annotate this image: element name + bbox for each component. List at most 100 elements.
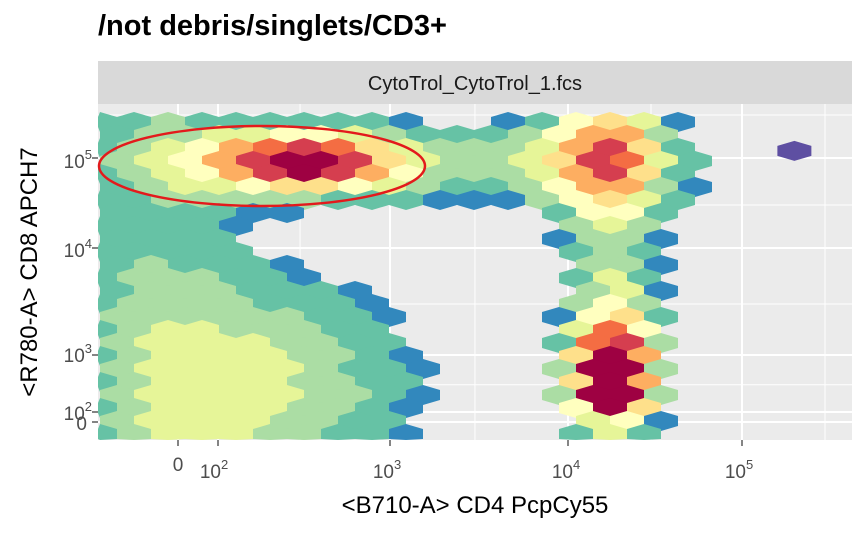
y-tick-label-0: 0 (76, 414, 87, 435)
hex-bin (508, 177, 542, 197)
hex-bin (219, 242, 253, 262)
hex-bin (542, 359, 576, 379)
hex-bin (525, 164, 559, 184)
hex-bin (287, 372, 321, 392)
hex-bin (627, 320, 661, 340)
hex-bin (202, 203, 236, 223)
hex-bin (185, 164, 219, 184)
hex-bin (168, 385, 202, 405)
hex-bin (610, 333, 644, 353)
hex-bin (338, 307, 372, 327)
hex-bin (389, 190, 423, 210)
hex-bin (270, 203, 304, 223)
hex-bin (542, 151, 576, 171)
hex-bins (98, 112, 812, 440)
hex-bin (100, 151, 134, 171)
hex-bin (525, 112, 559, 132)
hex-bin (202, 385, 236, 405)
hex-bin (236, 333, 270, 353)
hex-bin (389, 346, 423, 366)
hex-bin (168, 177, 202, 197)
hex-bin (338, 333, 372, 353)
hex-bin (559, 190, 593, 210)
hex-bin (661, 164, 695, 184)
hex-bin (134, 333, 168, 353)
hex-bin (134, 255, 168, 275)
hex-bin (98, 424, 117, 440)
hex-bin (508, 151, 542, 171)
hex-bin (219, 424, 253, 440)
hex-bin (219, 320, 253, 340)
hex-bin (440, 125, 474, 145)
hex-bin (151, 112, 185, 132)
hex-bin (134, 359, 168, 379)
hex-bin (321, 138, 355, 158)
hex-bin (423, 164, 457, 184)
hex-bin (219, 398, 253, 418)
y-axis-title: <R780-A> CD8 APCH7 (16, 147, 43, 396)
hex-bin (576, 281, 610, 301)
hex-bin (134, 229, 168, 249)
hex-bin (253, 268, 287, 288)
hex-bin (491, 112, 525, 132)
hex-bin (202, 151, 236, 171)
hex-bin (593, 346, 627, 366)
hex-bin (542, 125, 576, 145)
hex-bin (202, 229, 236, 249)
hex-bin (559, 320, 593, 340)
hex-bin (236, 385, 270, 405)
hex-bin (100, 229, 134, 249)
hex-bin (389, 372, 423, 392)
hex-bin (117, 242, 151, 262)
hex-bin (627, 112, 661, 132)
hex-bin (117, 268, 151, 288)
hex-bin (253, 164, 287, 184)
hex-bin (202, 255, 236, 275)
hex-bin (185, 372, 219, 392)
hex-bin (185, 346, 219, 366)
hex-bin (304, 385, 338, 405)
hex-bin (236, 125, 270, 145)
y-tick-label-3: 104 (64, 236, 92, 262)
hex-bin (542, 229, 576, 249)
hex-bin (236, 255, 270, 275)
hex-bin (542, 203, 576, 223)
x-axis-title: <B710-A> CD4 PcpCy55 (342, 492, 609, 519)
x-tick-label-3: 104 (552, 457, 580, 483)
hex-bin (338, 125, 372, 145)
hex-bin (117, 346, 151, 366)
hex-bin (100, 177, 134, 197)
hex-bin (321, 294, 355, 314)
hex-bin (559, 398, 593, 418)
hex-bin (304, 151, 338, 171)
hex-bin (559, 138, 593, 158)
hex-bin (321, 112, 355, 132)
hex-bin (372, 177, 406, 197)
hex-bin (593, 138, 627, 158)
hex-bin (423, 190, 457, 210)
hex-bin (661, 112, 695, 132)
hex-bin (644, 333, 678, 353)
hex-bin (168, 255, 202, 275)
hex-bin (253, 372, 287, 392)
hex-bin (338, 411, 372, 431)
hex-bin (151, 320, 185, 340)
hex-bin (100, 307, 134, 327)
hex-bin (457, 190, 491, 210)
hex-bin (627, 190, 661, 210)
hex-bin (185, 424, 219, 440)
hex-bin (406, 359, 440, 379)
hex-bin (287, 320, 321, 340)
hex-bin (576, 411, 610, 431)
hex-bin (338, 177, 372, 197)
hex-bin (117, 424, 151, 440)
hex-bin (304, 177, 338, 197)
facet-strip (98, 61, 852, 104)
hex-bin (270, 307, 304, 327)
hex-bin (610, 125, 644, 145)
x-tick-labels: 0 102 103 104 105 (173, 455, 753, 483)
hex-bin (593, 268, 627, 288)
hex-bin (253, 398, 287, 418)
hex-bin (117, 320, 151, 340)
hex-bin (559, 372, 593, 392)
